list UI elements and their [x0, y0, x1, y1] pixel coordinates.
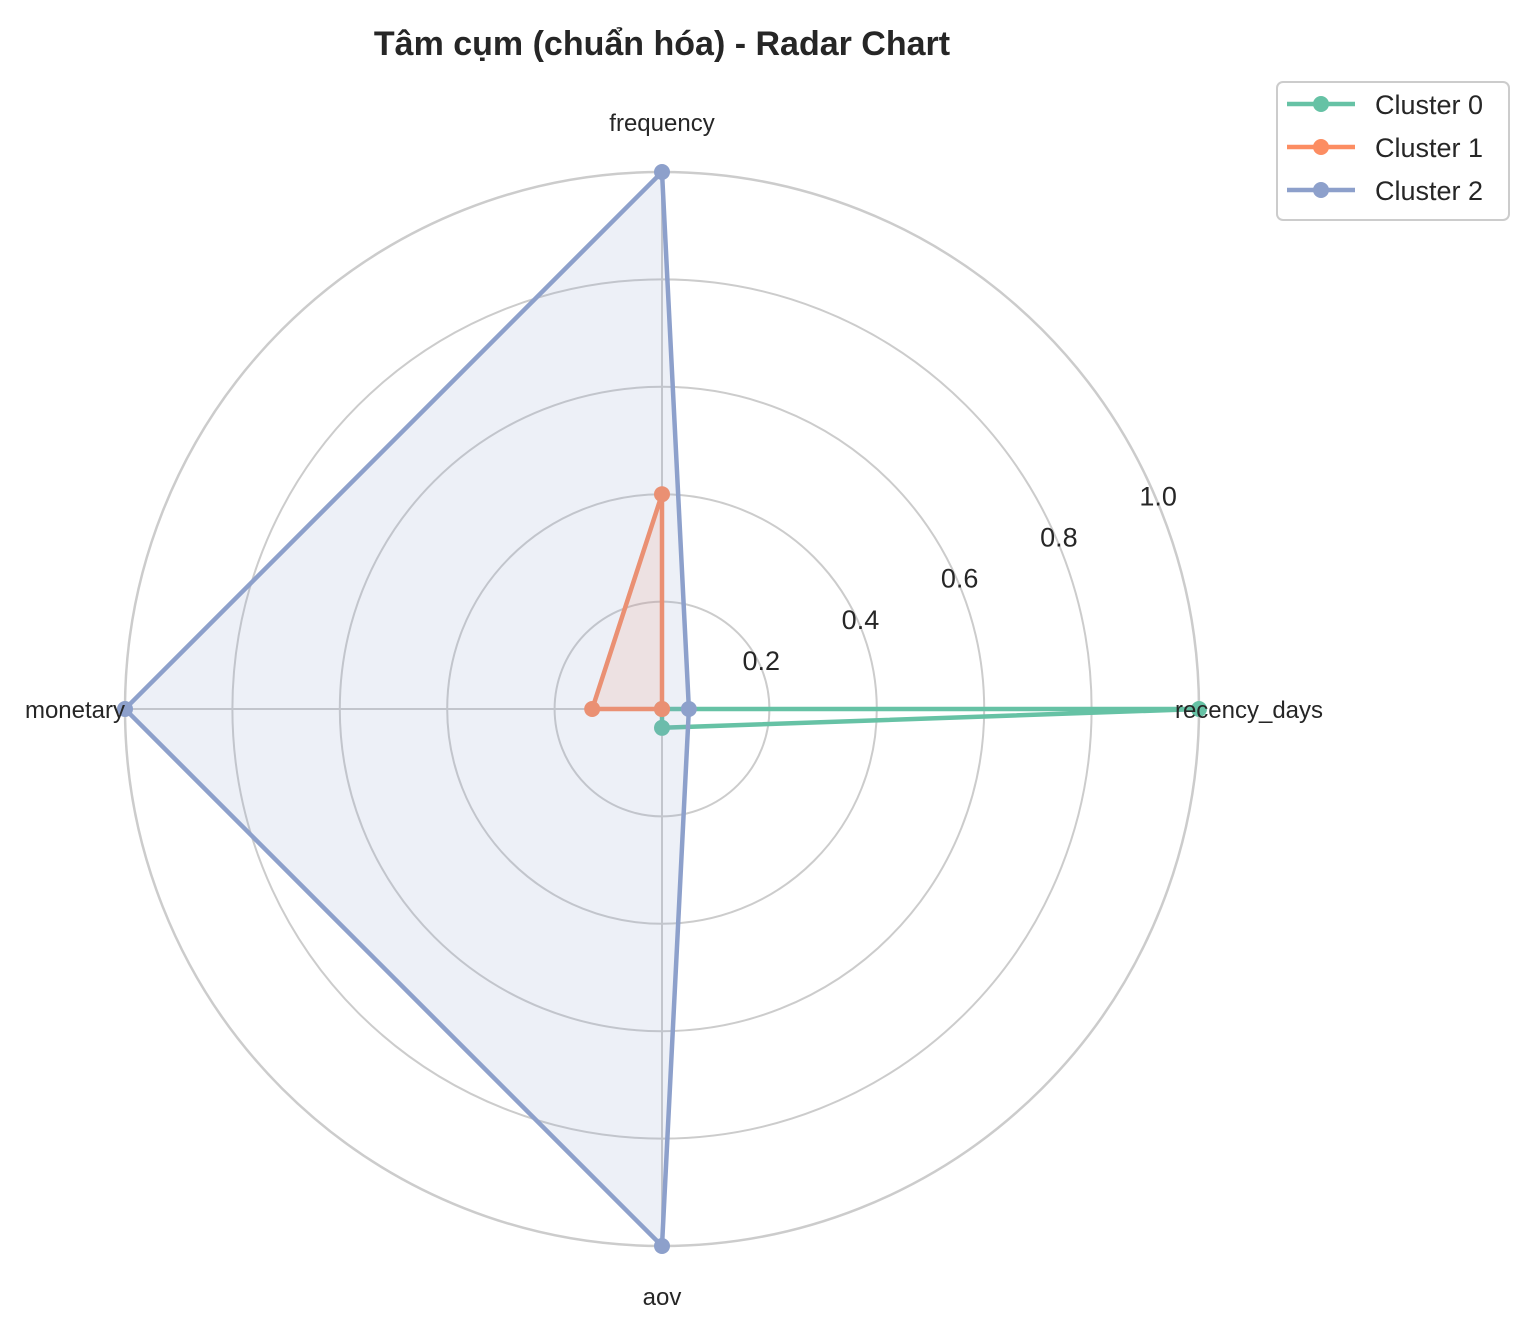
legend-label-cluster-2: Cluster 2 [1375, 176, 1483, 206]
r-tick-label-0-8: 0.8 [1040, 523, 1078, 553]
series-fill-cluster-2 [125, 172, 689, 1246]
legend-frame [1276, 81, 1510, 221]
legend-marker-cluster-1 [1313, 139, 1329, 155]
point-cluster-0-aov [654, 719, 670, 736]
legend-label-cluster-0: Cluster 0 [1375, 90, 1483, 120]
point-cluster-0-recency_days [1191, 701, 1207, 717]
series-line-cluster-0 [659, 706, 1200, 731]
legend-marker-cluster-2 [1313, 182, 1329, 198]
axis-label-frequency: frequency [609, 110, 714, 137]
series-line-cluster-1 [589, 493, 665, 712]
legend-label-cluster-1: Cluster 1 [1375, 133, 1483, 163]
point-cluster-1-frequency [654, 486, 670, 503]
radial-tick-labels: 0.2 0.4 0.6 0.8 1.0 [742, 481, 1176, 675]
r-tick-label-0-2: 0.2 [742, 646, 780, 676]
legend-marker-cluster-0 [1313, 96, 1329, 112]
chart-title: Tâm cụm (chuẩn hóa) - Radar Chart [374, 25, 950, 63]
r-tick-label-0-6: 0.6 [941, 564, 979, 594]
axis-label-recency_days: recency_days [1175, 697, 1323, 724]
radar-series [117, 164, 1207, 1254]
legend: Cluster 0 Cluster 1 Cluster 2 [1276, 81, 1510, 221]
point-cluster-2-frequency [654, 164, 670, 180]
r-tick-label-1-0: 1.0 [1139, 481, 1177, 511]
point-cluster-2-monetary [117, 701, 133, 717]
axis-labels: recency_days frequency monetary aov [25, 110, 1323, 1311]
point-cluster-1-aov [654, 701, 670, 717]
point-cluster-1-monetary [584, 701, 601, 717]
axis-label-monetary: monetary [25, 697, 125, 724]
axis-label-aov: aov [643, 1284, 682, 1311]
point-cluster-2-aov [654, 1238, 670, 1254]
point-cluster-2-recency_days [680, 701, 697, 717]
r-tick-label-0-4: 0.4 [842, 605, 880, 635]
